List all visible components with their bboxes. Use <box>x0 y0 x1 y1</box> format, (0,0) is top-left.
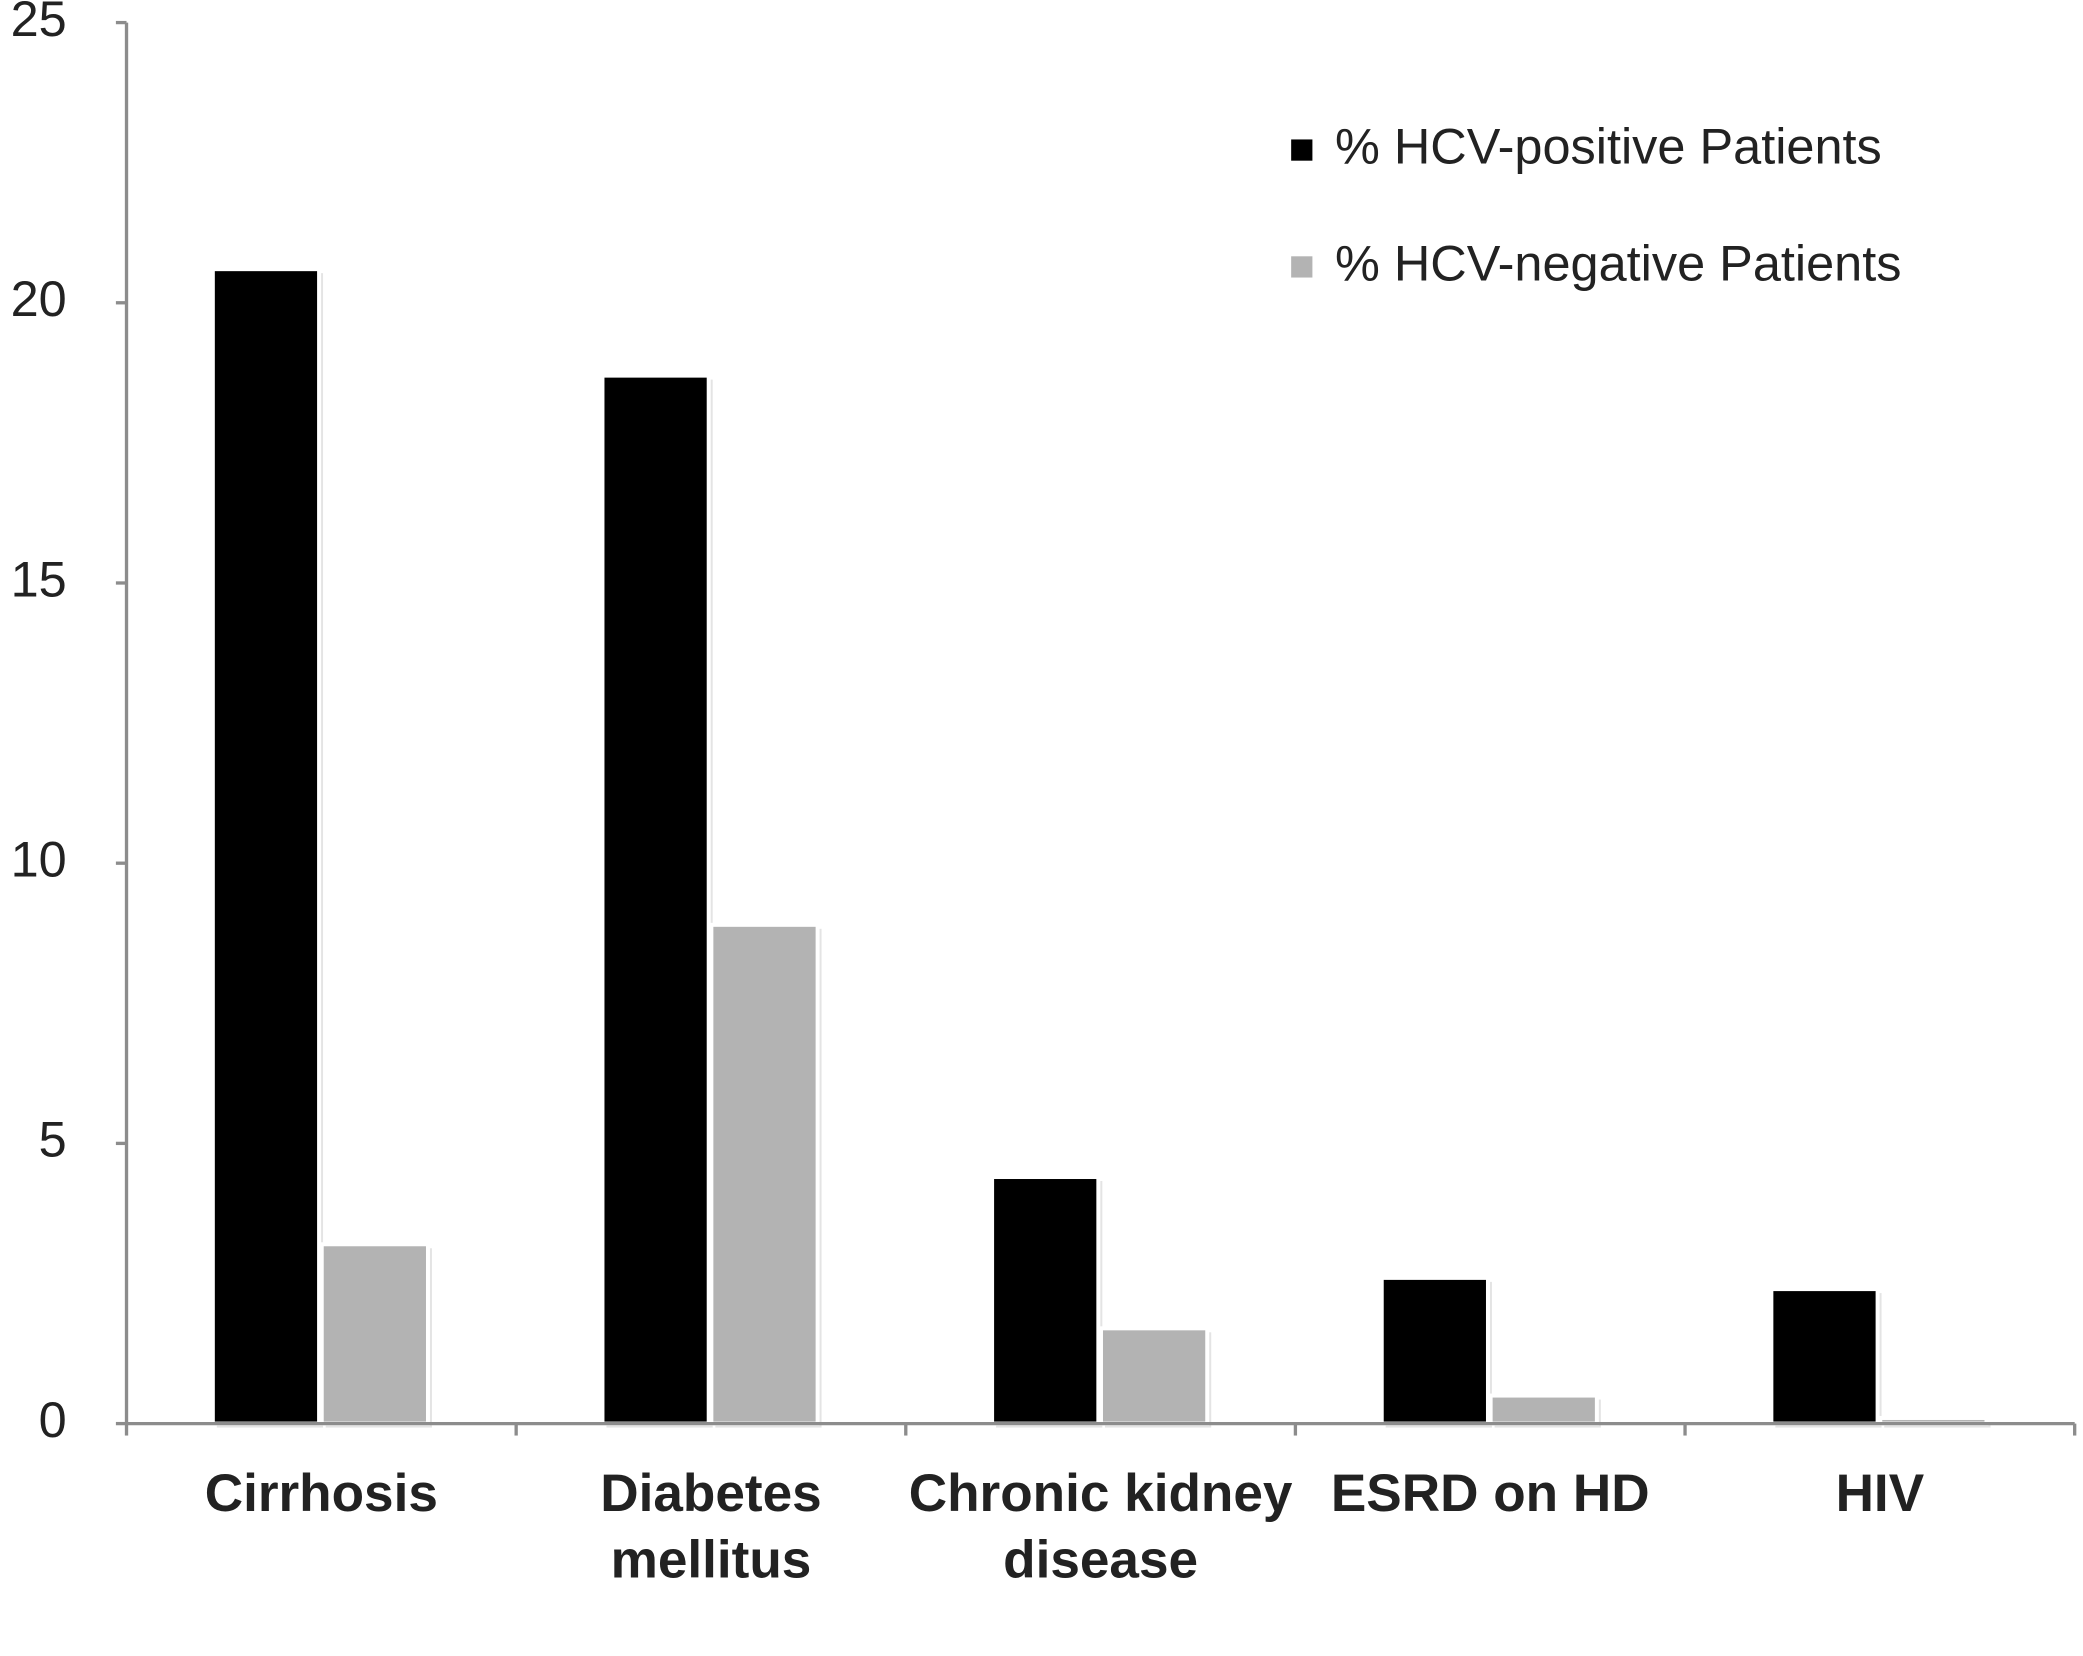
x-tick-label: Diabetes mellitus <box>600 1464 822 1590</box>
y-tick-label: 15 <box>11 550 67 607</box>
bar <box>319 1242 430 1426</box>
x-tick-label: Cirrhosis <box>204 1464 438 1524</box>
y-tick-label: 25 <box>11 0 67 47</box>
bar <box>1488 1393 1599 1426</box>
x-tick-label-box: Diabetes mellitus <box>600 1464 822 1590</box>
x-tick-label: Chronic kidney disease <box>908 1464 1293 1590</box>
legend-label: % HCV-positive Patients <box>1335 117 1882 174</box>
legend-label: % HCV-negative Patients <box>1335 234 1902 291</box>
legend-swatch <box>1291 139 1313 161</box>
bar <box>210 267 322 1426</box>
bar <box>1099 1326 1210 1426</box>
legend-swatch <box>1291 256 1313 278</box>
x-tick-label: ESRD on HD <box>1330 1464 1650 1524</box>
bar <box>1769 1287 1880 1426</box>
bar <box>600 373 711 1426</box>
bar <box>990 1175 1101 1426</box>
y-tick-label: 5 <box>39 1111 67 1168</box>
y-tick-label: 0 <box>39 1391 67 1448</box>
y-tick-label: 10 <box>11 831 67 888</box>
bar <box>1379 1275 1490 1426</box>
x-tick-label: HIV <box>1835 1464 1925 1524</box>
x-tick-label-box: Chronic kidney disease <box>908 1464 1293 1590</box>
y-tick-label: 20 <box>11 270 67 327</box>
x-tick-label-box: HIV <box>1835 1464 1925 1524</box>
x-tick-label-box: ESRD on HD <box>1330 1464 1650 1524</box>
bar <box>709 922 820 1426</box>
x-tick-label-box: Cirrhosis <box>204 1464 438 1524</box>
